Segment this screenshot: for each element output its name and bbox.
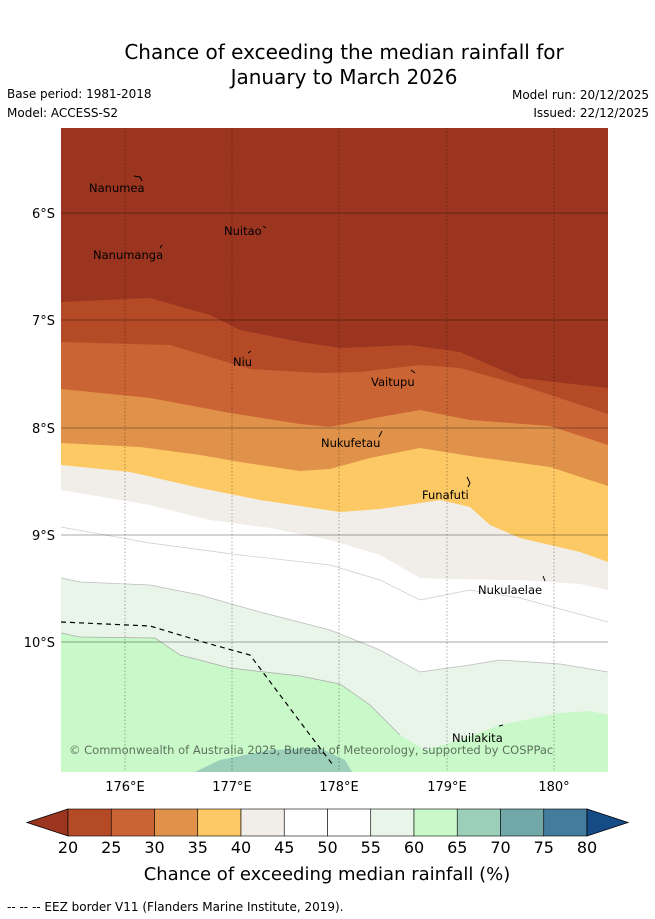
- eez-border: [61, 621, 334, 766]
- base-period: Base period: 1981-2018: [7, 87, 152, 101]
- rainfall-map: Nanumea Nuitao Nanumanga Niu Vaitupu Nuk…: [61, 128, 608, 772]
- place-nukufetau: Nukufetau: [321, 436, 380, 450]
- colorbar-cell: [154, 808, 199, 837]
- lon-label-179e: 179°E: [427, 780, 467, 795]
- colorbar-tick-label: 20: [58, 838, 78, 857]
- colorbar-extend-low: [25, 808, 69, 837]
- colorbar-cell: [543, 808, 588, 837]
- band-65-70: [195, 748, 352, 772]
- contour-line: [61, 526, 608, 623]
- lon-label-177e: 177°E: [212, 780, 252, 795]
- lon-label-180: 180°: [538, 780, 569, 795]
- lat-label-8s: 8°S: [32, 422, 55, 437]
- title-line-2: January to March 2026: [230, 65, 458, 89]
- colorbar-tick-label: 75: [534, 838, 554, 857]
- lon-label-178e: 178°E: [319, 780, 359, 795]
- contour-line: [61, 577, 608, 673]
- graticule: [61, 128, 608, 772]
- contour-line: [61, 632, 401, 736]
- place-funafuti: Funafuti: [422, 488, 469, 502]
- colorbar-tick-label: 70: [490, 838, 510, 857]
- colorbar-tick-label: 35: [188, 838, 208, 857]
- colorbar-tick-label: 60: [404, 838, 424, 857]
- place-nanumanga: Nanumanga: [93, 248, 163, 262]
- colorbar-cell: [197, 808, 242, 837]
- band-60-65: [61, 633, 608, 772]
- eez-footnote: -- -- -- EEZ border V11 (Flanders Marine…: [7, 900, 344, 914]
- lat-label-7s: 7°S: [32, 314, 55, 329]
- colorbar-cell: [370, 808, 415, 837]
- colorbar-tick-label: 80: [577, 838, 597, 857]
- copyright-notice: © Commonwealth of Australia 2025, Bureau…: [69, 743, 553, 757]
- colorbar-cell: [283, 808, 328, 837]
- colorbar-cell: [327, 808, 372, 837]
- colorbar-tick-label: 30: [144, 838, 164, 857]
- colorbar: 20 25 30 35 40 45 50 55 60 65 70 75 80 Chance of exc…: [25, 808, 630, 885]
- model-name: Model: ACCESS-S2: [7, 106, 119, 120]
- colorbar-label: Chance of exceeding median rainfall (%): [144, 864, 511, 885]
- lat-label-6s: 6°S: [32, 207, 55, 222]
- chart-title: Chance of exceeding the median rainfall …: [0, 40, 655, 90]
- colorbar-cell: [500, 808, 545, 837]
- colorbar-cell: [110, 808, 155, 837]
- place-nukulaelae: Nukulaelae: [478, 583, 542, 597]
- place-vaitupu: Vaitupu: [371, 375, 415, 389]
- colorbar-tick-label: 25: [101, 838, 121, 857]
- lat-label-10s: 10°S: [24, 636, 55, 651]
- colorbar-cell: [240, 808, 285, 837]
- colorbar-tick-label: 45: [274, 838, 294, 857]
- colorbar-tick-label: 65: [447, 838, 467, 857]
- place-niu: Niu: [233, 355, 252, 369]
- colorbar-tick-label: 40: [231, 838, 251, 857]
- colorbar-cell: [67, 808, 112, 837]
- place-nuilakita: Nuilakita: [452, 731, 503, 745]
- colorbar-cell: [456, 808, 501, 837]
- title-line-1: Chance of exceeding the median rainfall …: [124, 40, 564, 64]
- colorbar-cell: [413, 808, 458, 837]
- island-marks: [133, 175, 546, 727]
- issued-date: Issued: 22/12/2025: [533, 106, 649, 120]
- lat-label-9s: 9°S: [32, 529, 55, 544]
- colorbar-extend-high: [586, 808, 630, 837]
- lon-label-176e: 176°E: [105, 780, 145, 795]
- model-run: Model run: 20/12/2025: [511, 88, 649, 102]
- colorbar-tick-label: 55: [361, 838, 381, 857]
- place-nanumea: Nanumea: [89, 181, 145, 195]
- colorbar-tick-label: 50: [317, 838, 337, 857]
- place-nuitao: Nuitao: [224, 224, 262, 238]
